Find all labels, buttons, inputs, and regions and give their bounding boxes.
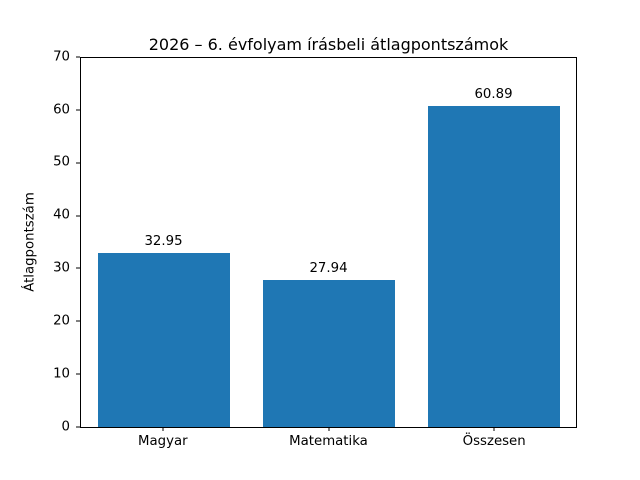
bar-value-label: 60.89 xyxy=(474,87,513,103)
x-axis-ticks: Magyar Matematika Összesen xyxy=(80,427,577,457)
x-tick-mark xyxy=(162,427,164,431)
y-tick-label: 60 xyxy=(53,102,70,118)
y-tick-mark xyxy=(76,56,80,58)
y-tick-mark xyxy=(76,267,80,269)
y-tick-mark xyxy=(76,215,80,217)
y-tick-label: 40 xyxy=(53,207,70,223)
y-axis-ticks: 0 10 20 30 40 50 60 70 xyxy=(0,50,80,434)
x-tick-mark xyxy=(328,427,329,431)
bar-value-label: 32.95 xyxy=(144,234,183,250)
y-tick-label: 0 xyxy=(61,419,70,435)
y-tick-mark xyxy=(76,109,80,111)
bar-osszesen xyxy=(427,106,560,427)
x-tick-label: Összesen xyxy=(462,434,526,449)
y-tick-label: 70 xyxy=(53,49,70,65)
bar-matematika xyxy=(262,279,395,427)
y-tick-mark xyxy=(76,426,80,428)
y-tick-label: 20 xyxy=(53,313,70,329)
x-tick-mark xyxy=(493,427,495,431)
bar-magyar xyxy=(97,253,230,427)
x-tick-label: Magyar xyxy=(138,434,188,449)
bar-value-label: 27.94 xyxy=(309,260,348,276)
y-tick-mark xyxy=(76,162,80,164)
y-tick-label: 10 xyxy=(53,366,70,382)
plot-area: 32.95 27.94 60.89 xyxy=(80,57,577,428)
y-tick-label: 50 xyxy=(53,155,70,171)
y-tick-mark xyxy=(76,320,80,322)
y-tick-mark xyxy=(76,373,80,375)
chart-title: 2026 – 6. évfolyam írásbeli átlagpontszá… xyxy=(148,35,509,54)
x-tick-label: Matematika xyxy=(289,434,368,449)
y-tick-label: 30 xyxy=(53,260,70,276)
